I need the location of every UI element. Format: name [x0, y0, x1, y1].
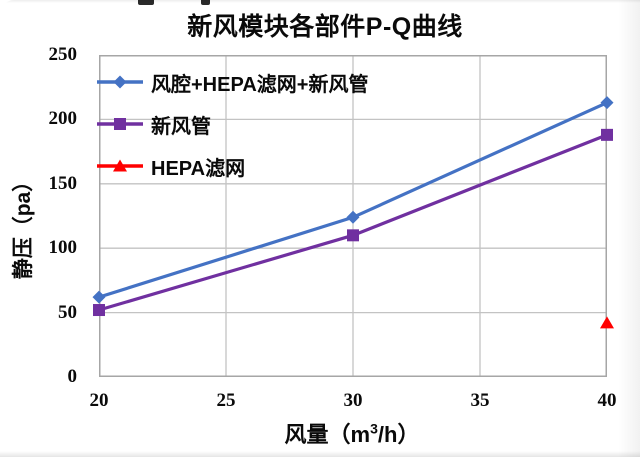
legend-item-0: 风腔+HEPA滤网+新风管 — [97, 61, 368, 103]
photo-edge-top — [0, 0, 640, 3]
x-tick-label: 40 — [597, 390, 617, 411]
photo-edge-right — [618, 0, 640, 457]
x-axis-title-unit: /h） — [377, 422, 420, 447]
series-1-point — [601, 128, 613, 141]
plot-area — [92, 55, 614, 377]
photo-crop-artifact — [201, 0, 210, 5]
x-tick-label: 25 — [216, 390, 236, 411]
y-tick-label: 0 — [67, 366, 78, 387]
x-tick-label: 35 — [470, 390, 490, 411]
square-marker-icon — [97, 118, 143, 130]
legend-item-1: 新风管 — [97, 103, 368, 145]
series-1-point — [347, 229, 359, 242]
series-0-point — [346, 210, 360, 224]
legend-marker — [113, 75, 127, 89]
x-tick-label: 30 — [343, 390, 363, 411]
series-2-point — [600, 316, 614, 329]
legend-item-2: HEPA滤网 — [97, 145, 368, 187]
y-tick-label: 50 — [58, 301, 77, 323]
triangle-marker-icon — [97, 159, 143, 172]
legend-label: HEPA滤网 — [151, 157, 246, 180]
series-0-point — [600, 96, 614, 110]
photo-crop-artifact — [138, 0, 154, 5]
x-tick-label: 20 — [89, 390, 109, 411]
legend-marker — [114, 118, 126, 130]
x-axis-title-superscript: 3 — [370, 420, 378, 437]
series-0-point — [92, 290, 106, 304]
x-axis-title: 风量（m3/h） — [102, 417, 602, 449]
y-tick-label: 100 — [48, 237, 78, 259]
x-axis-title-text: 风量（m — [284, 422, 371, 447]
legend-marker — [113, 159, 127, 172]
y-tick-label: 250 — [48, 44, 78, 65]
legend-label: 新风管 — [151, 115, 211, 138]
series-1-point — [93, 304, 105, 317]
y-tick-label: 150 — [48, 172, 78, 194]
chart-title: 新风模块各部件P-Q曲线 — [187, 13, 463, 41]
diamond-marker-icon — [97, 75, 143, 89]
y-tick-label: 200 — [48, 108, 78, 130]
photo-edge-bottom — [0, 451, 640, 457]
legend-label: 风腔+HEPA滤网+新风管 — [151, 73, 369, 96]
chart-legend: 风腔+HEPA滤网+新风管 新风管 HEPA滤网 — [97, 61, 368, 187]
plot-border — [99, 55, 607, 377]
